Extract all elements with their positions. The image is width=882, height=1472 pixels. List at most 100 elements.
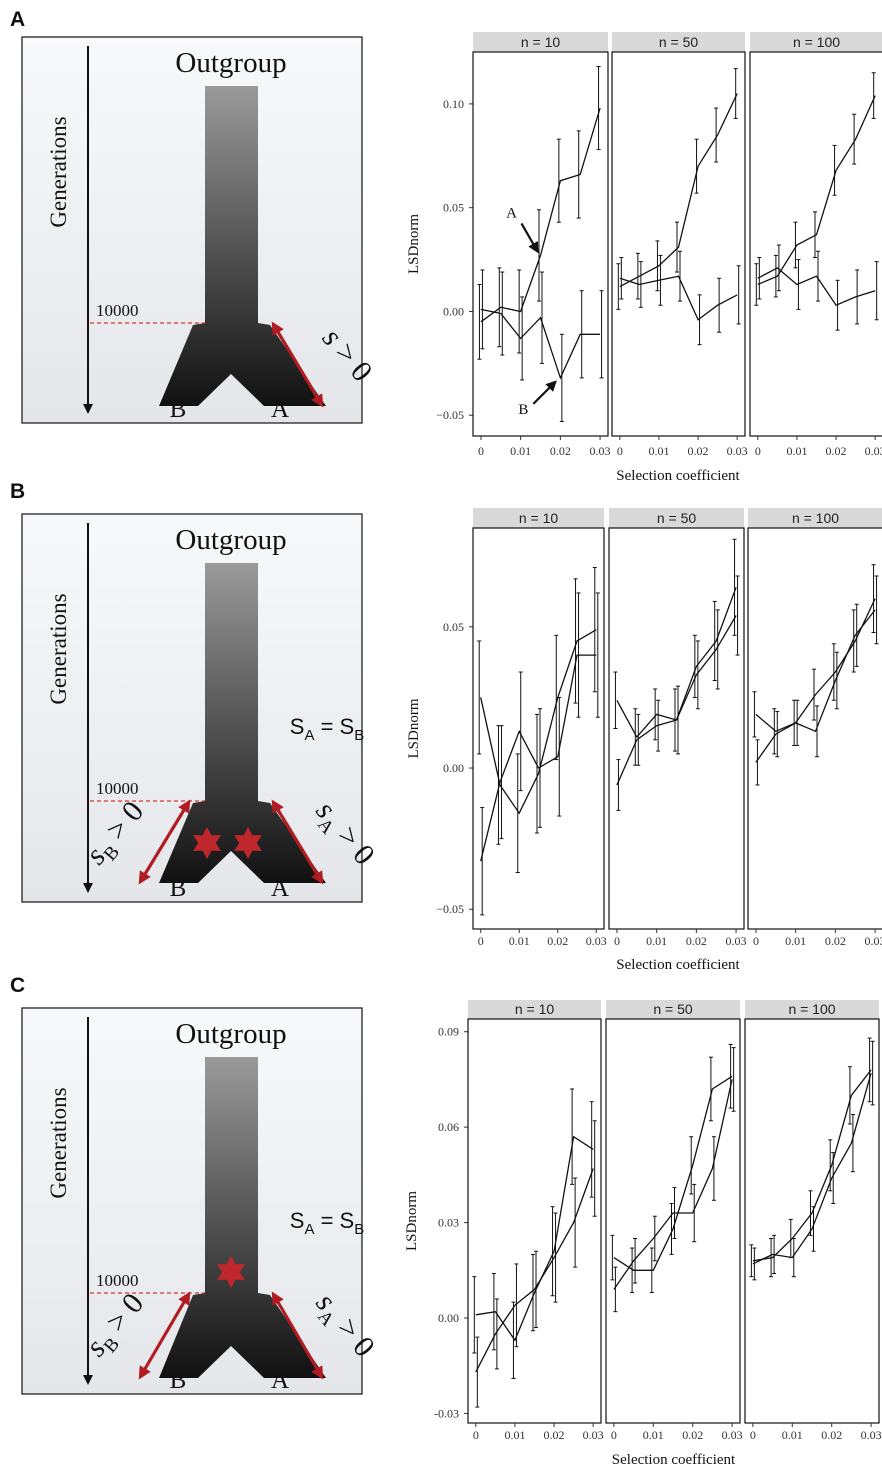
generations-label: Generations <box>46 1087 71 1198</box>
chart-A: −0.05 0.00 0.05 0.10 LSDnorm Selection coeffi… <box>406 32 882 484</box>
equality-label: SA = SB <box>290 714 364 744</box>
facet-strip <box>609 508 744 528</box>
facet-label: n = 100 <box>792 510 839 526</box>
x-tick-label: 0.02 <box>544 1428 565 1442</box>
facet-1: n = 10 0 0.01 0.02 0.03 <box>472 508 607 948</box>
facet-plot-area <box>749 51 882 437</box>
x-tick-label: 0.03 <box>865 444 882 458</box>
panel-letter: B <box>10 480 25 503</box>
selection-arrow-b <box>138 1291 191 1380</box>
annotation-arrow <box>520 222 539 254</box>
x-tick-label: 0 <box>611 1428 617 1442</box>
annotation-arrow <box>532 380 557 405</box>
charts: −0.05 0.00 0.05 0.10 LSDnorm Selection coeffi… <box>404 32 882 1468</box>
facet-label: n = 10 <box>515 1001 555 1017</box>
y-tick-label: 0.09 <box>438 1025 459 1039</box>
x-tick-label: 0.01 <box>782 1428 803 1442</box>
annotation-label: A <box>506 205 517 221</box>
branch-a-label: A <box>271 875 289 902</box>
series-line-2 <box>616 615 737 786</box>
x-tick-label: 0.01 <box>504 1428 525 1442</box>
x-tick-label: 0.01 <box>648 444 669 458</box>
x-tick-label: 0.01 <box>646 934 667 948</box>
branch-b-label: B <box>170 875 187 902</box>
facet-1: n = 10 0 0.01 0.02 0.03 A B <box>472 32 611 458</box>
x-tick-label: 0.01 <box>510 444 531 458</box>
facet-1: n = 10 0 0.01 0.02 0.03 <box>467 1000 604 1442</box>
facet-label: n = 10 <box>519 510 559 526</box>
x-tick-label: 0 <box>617 444 623 458</box>
facet-plot-area <box>747 527 882 930</box>
facet-label: n = 50 <box>657 510 697 526</box>
y-tick-label: −0.05 <box>436 408 464 422</box>
series-line-1 <box>755 598 876 733</box>
x-tick-label: 0 <box>750 1428 756 1442</box>
x-axis-title: Selection coefficient <box>616 468 740 484</box>
series-line-1 <box>752 1069 872 1262</box>
x-tick-label: 0.01 <box>786 444 807 458</box>
facet-label: n = 100 <box>793 34 840 50</box>
tree-shape <box>159 563 326 883</box>
y-tick-label: 0.05 <box>443 620 464 634</box>
selection-arrow-a <box>271 321 324 408</box>
x-tick-label: 0.03 <box>583 1428 604 1442</box>
y-tick-label: 0.00 <box>443 761 464 775</box>
series-line-1 <box>613 1075 733 1271</box>
facet-plot-area <box>472 527 605 930</box>
y-tick-label: 0.00 <box>443 304 464 318</box>
equality-label: SA = SB <box>290 1208 364 1238</box>
split-generation-label: 10000 <box>96 1271 139 1290</box>
series-line-2 <box>613 1079 733 1290</box>
facet-strip <box>468 1000 601 1019</box>
x-tick-label: 0 <box>753 934 759 948</box>
outgroup-label: Outgroup <box>175 1018 286 1050</box>
x-tick-label: 0.02 <box>547 934 568 948</box>
x-tick-label: 0.03 <box>726 934 747 948</box>
branch-b-label: B <box>170 1367 187 1394</box>
x-tick-label: 0.03 <box>861 1428 882 1442</box>
y-tick-label: 0.03 <box>438 1216 459 1230</box>
facet-plot-area <box>608 527 745 930</box>
facet-3: n = 100 0 0.01 0.02 0.03 <box>744 1000 882 1442</box>
y-tick-label: 0.06 <box>438 1120 459 1134</box>
x-axis-title: Selection coefficient <box>612 1452 736 1468</box>
x-tick-label: 0.02 <box>686 934 707 948</box>
x-tick-label: 0 <box>478 934 484 948</box>
x-tick-label: 0.01 <box>643 1428 664 1442</box>
facet-2: n = 50 0 0.01 0.02 0.03 <box>605 1000 743 1442</box>
facet-plot-area <box>744 1018 880 1424</box>
x-tick-label: 0.02 <box>826 444 847 458</box>
y-axis-title: LSDnorm <box>406 698 422 758</box>
series-line-2 <box>757 267 876 307</box>
x-tick-label: 0.02 <box>821 1428 842 1442</box>
facet-2: n = 50 0 0.01 0.02 0.03 <box>608 508 747 948</box>
selection-arrow-a <box>271 1291 324 1380</box>
facet-strip <box>612 32 745 52</box>
branch-b-label: B <box>170 396 187 423</box>
facet-plot-area <box>467 1018 602 1424</box>
panel-letter: C <box>10 974 25 997</box>
x-tick-label: 0.03 <box>722 1428 743 1442</box>
series-line-2 <box>480 308 601 380</box>
y-tick-label: 0.10 <box>443 97 464 111</box>
facet-strip <box>748 508 882 528</box>
facet-strip <box>750 32 882 52</box>
facet-plot-area <box>605 1018 741 1424</box>
y-tick-label: 0.05 <box>443 201 464 215</box>
facet-strip <box>606 1000 740 1019</box>
facet-3: n = 100 0 0.01 0.02 0.03 <box>747 508 882 948</box>
series-line-2 <box>755 609 876 763</box>
facet-label: n = 50 <box>653 1001 693 1017</box>
star-ancestral <box>217 1256 245 1288</box>
split-generation-label: 10000 <box>96 779 139 798</box>
selection-arrow-a <box>271 799 324 885</box>
x-tick-label: 0.03 <box>590 444 611 458</box>
facet-plot-area <box>611 51 746 437</box>
annotation-label: B <box>518 402 528 418</box>
branch-a-label: A <box>271 1367 289 1394</box>
